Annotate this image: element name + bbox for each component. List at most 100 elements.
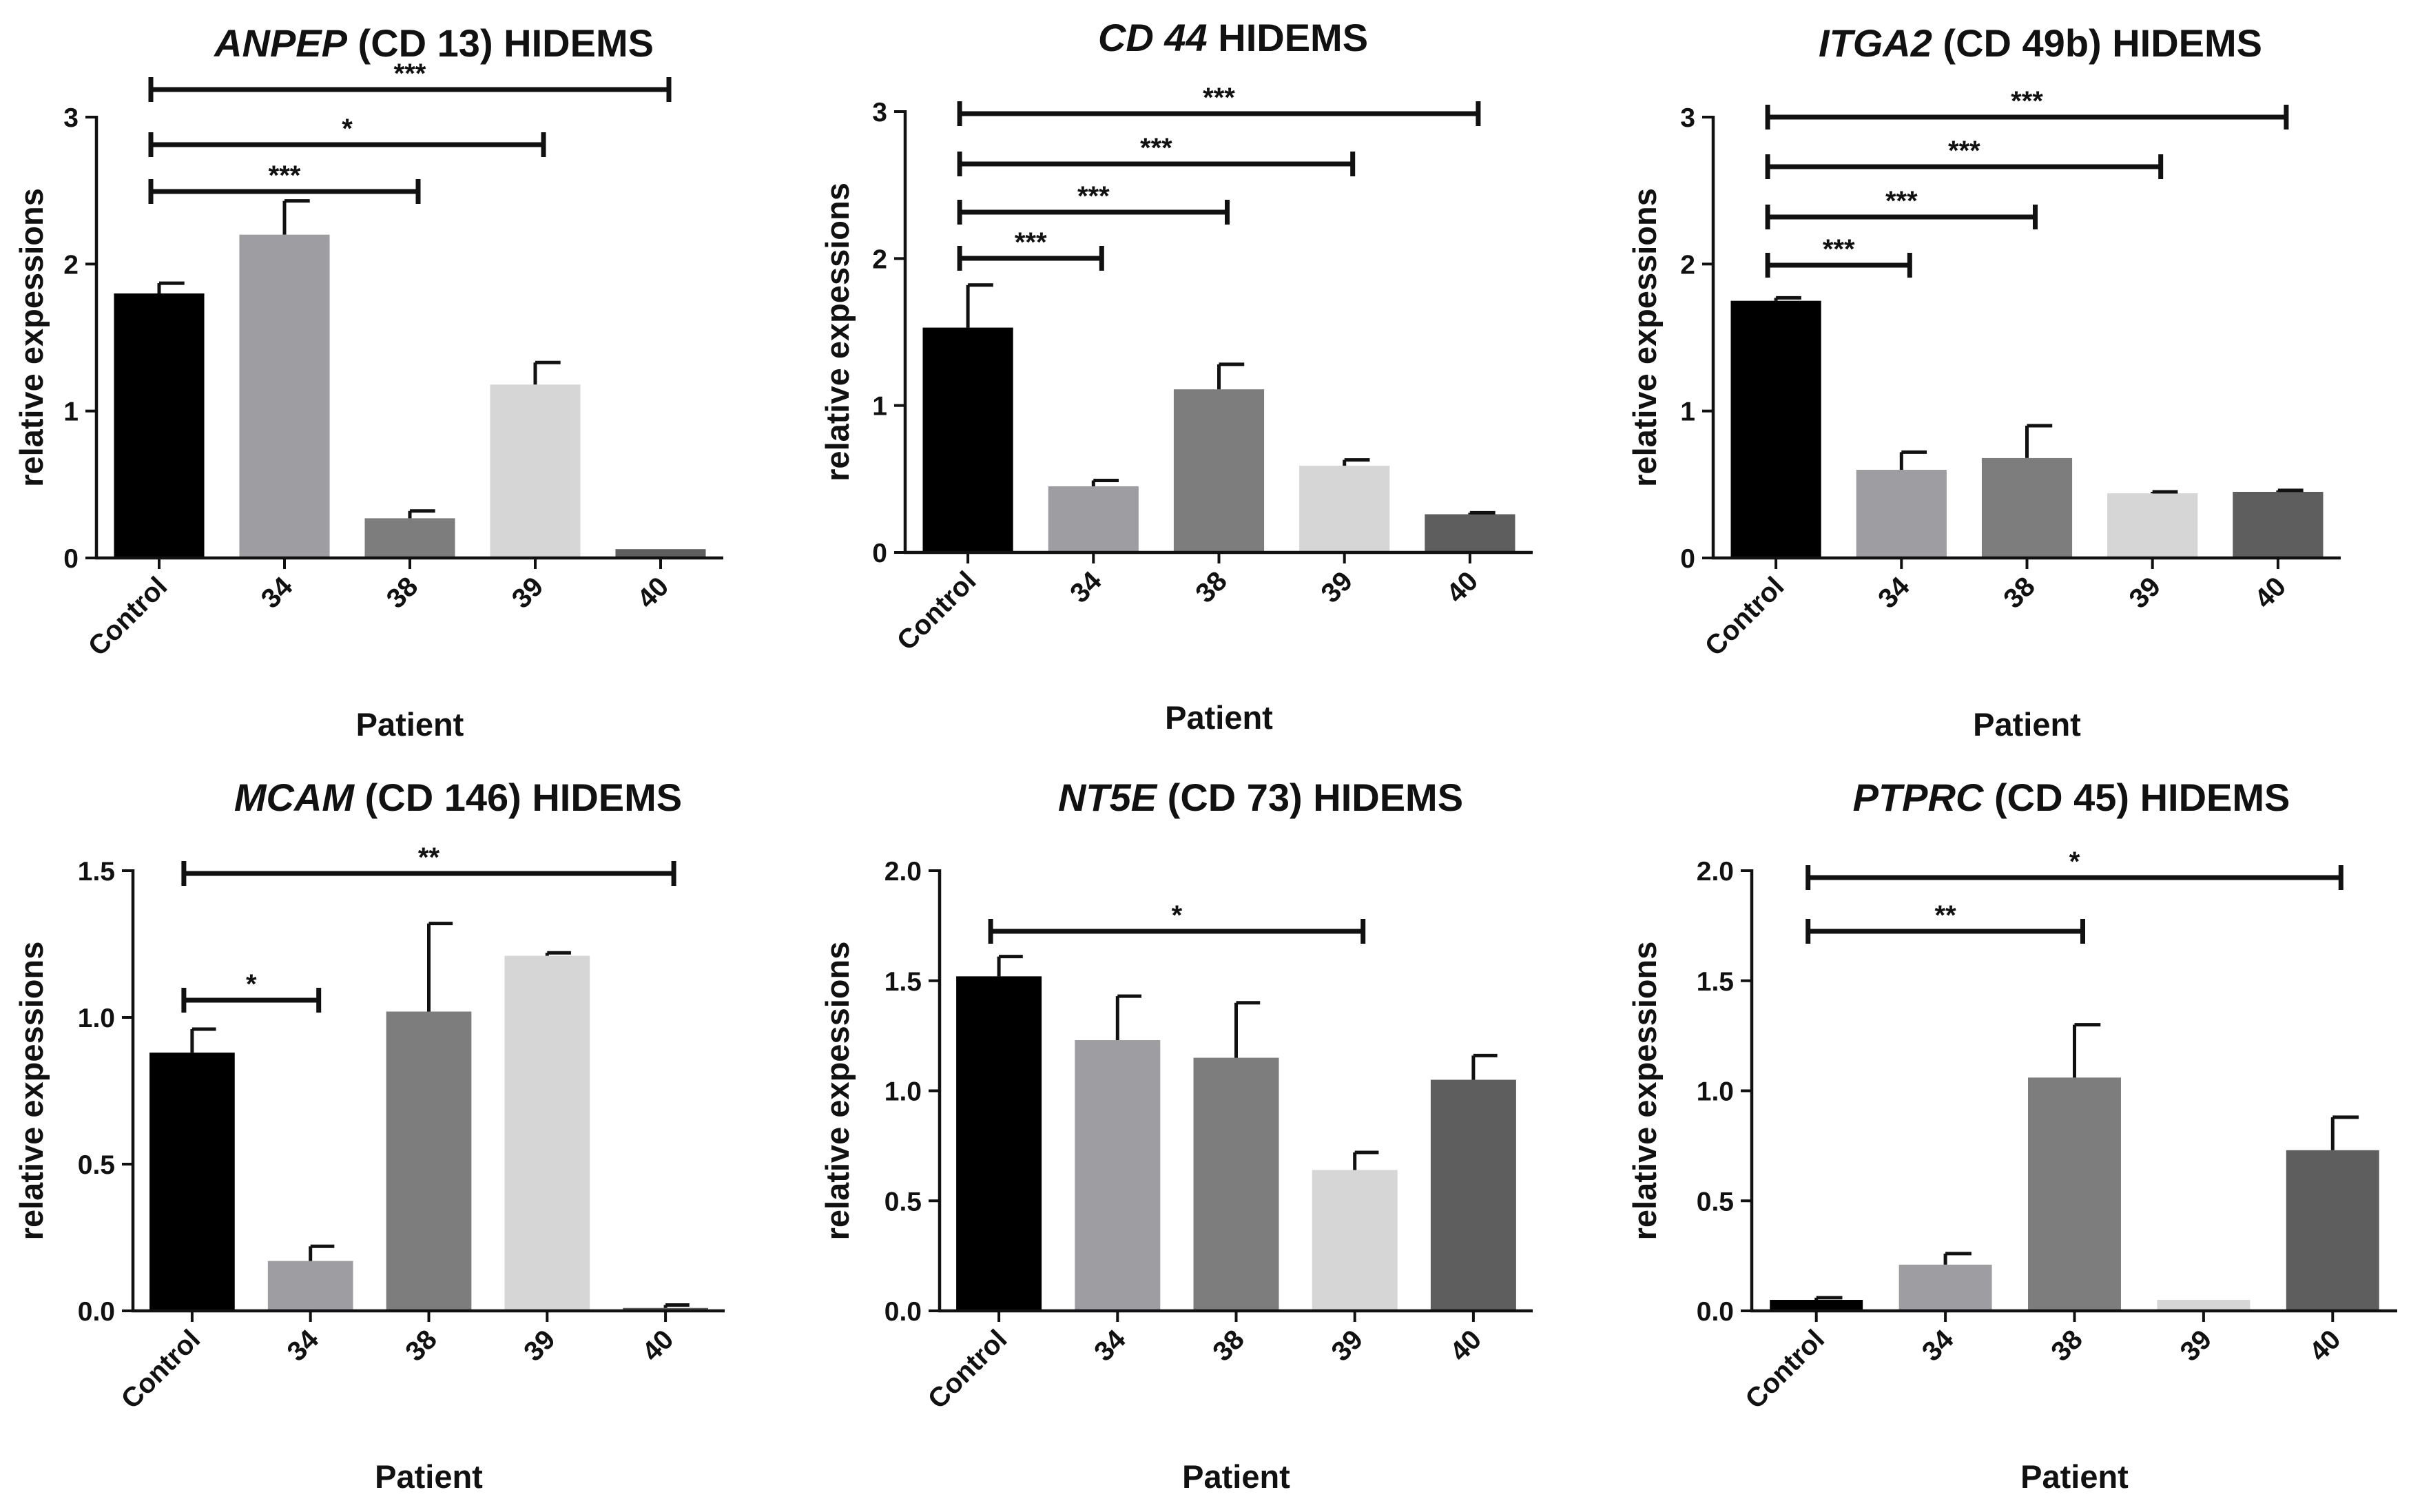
chart-title-rest: (CD 49b) HIDEMS — [1932, 21, 2262, 65]
significance-label: * — [2069, 847, 2080, 877]
x-axis-label: Patient — [1973, 706, 2081, 743]
chart-title-rest: (CD 146) HIDEMS — [354, 776, 682, 819]
bar — [1770, 1300, 1863, 1311]
significance-label: * — [246, 969, 257, 1000]
chart-title-gene: PTPRC — [1853, 776, 1985, 819]
x-tick-label: 40 — [632, 571, 675, 614]
bar — [1312, 1170, 1398, 1311]
x-axis-label: Patient — [1182, 1458, 1290, 1495]
chart-panel: PTPRC (CD 45) HIDEMS relative expessions P… — [1626, 776, 2397, 1495]
y-tick-label: 0.5 — [884, 1187, 922, 1216]
significance-bracket — [1765, 154, 2164, 179]
bar — [364, 518, 455, 558]
y-tick-label: 2 — [63, 250, 79, 280]
significance-bracket — [1765, 105, 2289, 130]
x-tick-label: 39 — [1325, 1324, 1369, 1367]
bar — [1730, 300, 1821, 558]
y-tick-label: 1.0 — [884, 1077, 922, 1107]
bar — [956, 976, 1042, 1311]
y-tick-label: 0.0 — [884, 1297, 922, 1327]
y-tick-label: 0.5 — [1697, 1187, 1734, 1216]
significance-bracket — [1805, 919, 2085, 944]
x-tick-label: 40 — [2304, 1324, 2347, 1367]
x-axis-label: Patient — [1165, 699, 1273, 736]
chart-title-rest: (CD 73) HIDEMS — [1157, 776, 1463, 819]
y-tick-label: 1 — [1680, 397, 1695, 427]
x-tick-label: 40 — [1441, 566, 1484, 609]
significance-bracket — [1765, 205, 2038, 229]
x-axis-label: Patient — [356, 706, 464, 743]
chart-title-gene: ANPEP — [213, 21, 348, 65]
chart-title-rest: (CD 45) HIDEMS — [1983, 776, 2290, 819]
y-tick-label: 3 — [63, 103, 79, 133]
y-tick-label: 0.0 — [1697, 1297, 1734, 1327]
bar — [1430, 1079, 1516, 1311]
y-tick-label: 3 — [872, 98, 887, 127]
chart-title: NT5E (CD 73) HIDEMS — [1058, 776, 1463, 819]
y-tick-label: 1.0 — [1697, 1077, 1734, 1107]
bar — [1981, 457, 2073, 558]
significance-label: *** — [1948, 136, 1980, 166]
x-tick-label: Control — [1739, 1324, 1830, 1415]
significance-bracket — [181, 861, 676, 886]
y-axis-label: relative expessions — [1626, 188, 1663, 487]
y-axis-label: relative expessions — [13, 942, 50, 1241]
y-axis-label: relative expessions — [1626, 942, 1663, 1241]
x-axis-label: Patient — [375, 1458, 483, 1495]
x-tick-label: Control — [891, 566, 982, 656]
bar — [1425, 514, 1515, 552]
x-tick-label: 34 — [1916, 1324, 1960, 1367]
y-tick-label: 0.0 — [78, 1297, 115, 1327]
chart-panel: MCAM (CD 146) HIDEMS relative expessions P… — [13, 776, 725, 1495]
bar — [490, 384, 581, 558]
y-tick-label: 1.5 — [1697, 967, 1734, 997]
significance-label: *** — [1015, 227, 1047, 258]
x-axis-label: Patient — [2020, 1458, 2129, 1495]
x-tick-label: 34 — [281, 1324, 324, 1367]
chart-panel: ANPEP (CD 13) HIDEMS relative expessions P… — [13, 21, 723, 743]
x-tick-label: 39 — [1315, 566, 1358, 609]
x-tick-label: 40 — [637, 1324, 680, 1367]
x-tick-label: 34 — [1872, 571, 1916, 614]
significance-label: *** — [1885, 186, 1918, 216]
bar — [149, 1053, 235, 1311]
y-tick-label: 0 — [63, 544, 79, 574]
significance-bracket — [957, 200, 1230, 225]
y-tick-label: 1 — [872, 392, 887, 422]
chart-title: MCAM (CD 146) HIDEMS — [234, 776, 682, 819]
x-tick-label: 38 — [1998, 571, 2041, 614]
significance-label: *** — [1140, 133, 1172, 163]
y-tick-label: 1.5 — [78, 857, 115, 887]
bar — [2286, 1150, 2379, 1311]
significance-bracket — [957, 101, 1481, 126]
chart-title: CD 44 HIDEMS — [1098, 16, 1368, 59]
significance-label: *** — [394, 59, 426, 89]
bar — [504, 955, 590, 1311]
x-tick-label: 38 — [381, 571, 424, 614]
x-tick-label: 38 — [2045, 1324, 2089, 1367]
y-tick-label: 0 — [872, 539, 887, 568]
x-tick-label: Control — [116, 1324, 207, 1415]
x-tick-label: 34 — [1088, 1324, 1132, 1367]
x-tick-label: 34 — [1064, 566, 1108, 609]
y-tick-label: 2.0 — [1697, 857, 1734, 887]
x-tick-label: 39 — [2175, 1324, 2218, 1367]
x-tick-label: 38 — [1207, 1324, 1250, 1367]
x-tick-label: 39 — [506, 571, 550, 614]
chart-title-gene: CD 44 — [1098, 16, 1208, 59]
y-axis-label: relative expessions — [13, 188, 50, 487]
significance-bracket — [181, 988, 322, 1013]
y-tick-label: 2 — [872, 245, 887, 274]
significance-bracket — [988, 919, 1366, 944]
chart-title-rest: (CD 13) HIDEMS — [347, 21, 654, 65]
y-tick-label: 2 — [1680, 250, 1695, 280]
x-tick-label: 38 — [400, 1324, 443, 1367]
bar — [1075, 1040, 1161, 1311]
significance-label: *** — [1823, 234, 1855, 265]
chart-title: ITGA2 (CD 49b) HIDEMS — [1819, 21, 2262, 65]
chart-title: ANPEP (CD 13) HIDEMS — [213, 21, 654, 65]
bar — [2028, 1077, 2121, 1311]
significance-label: * — [342, 114, 353, 144]
bar — [1173, 389, 1265, 552]
